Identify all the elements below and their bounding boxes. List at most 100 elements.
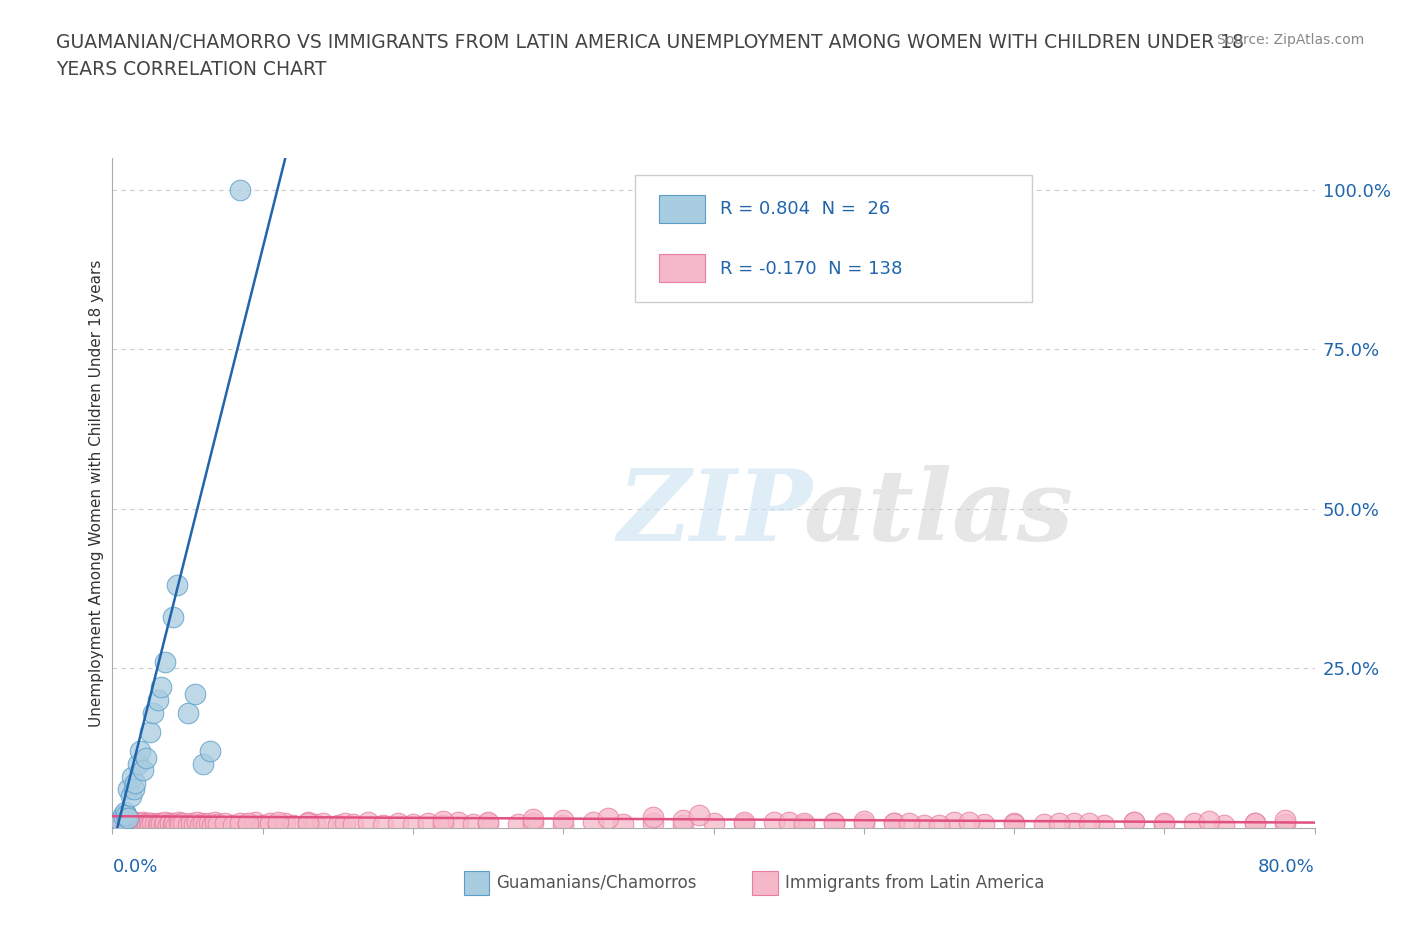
Point xyxy=(117,817,139,832)
Point xyxy=(477,815,499,830)
Point xyxy=(129,816,152,830)
Point xyxy=(236,817,259,831)
Point xyxy=(508,817,530,831)
Point xyxy=(121,769,143,784)
Point xyxy=(172,816,194,830)
Point xyxy=(335,816,357,830)
Point xyxy=(733,817,755,831)
Point xyxy=(183,817,205,831)
Point xyxy=(1092,817,1115,832)
Text: YEARS CORRELATION CHART: YEARS CORRELATION CHART xyxy=(56,60,326,79)
Point xyxy=(131,763,153,777)
Text: Immigrants from Latin America: Immigrants from Latin America xyxy=(785,873,1043,892)
Point xyxy=(1274,813,1296,828)
Point xyxy=(122,782,145,797)
Point xyxy=(342,817,364,831)
Point xyxy=(312,816,335,830)
Point xyxy=(162,610,184,625)
Point xyxy=(117,816,139,830)
Point xyxy=(461,817,484,831)
Point xyxy=(165,817,187,832)
Point xyxy=(297,815,319,830)
Point xyxy=(643,816,665,830)
Bar xyxy=(659,195,706,223)
Point xyxy=(267,817,290,831)
Point xyxy=(281,817,304,832)
Point xyxy=(128,817,150,832)
Point xyxy=(612,817,634,831)
Point xyxy=(274,816,297,830)
Point xyxy=(643,809,665,824)
Point xyxy=(128,744,150,759)
Point xyxy=(229,816,252,830)
Point xyxy=(1002,817,1025,831)
Point xyxy=(371,817,394,832)
Point xyxy=(733,815,755,830)
Point xyxy=(304,817,326,831)
Point xyxy=(110,816,132,830)
Point xyxy=(197,816,219,830)
Point xyxy=(793,817,815,832)
Point xyxy=(127,816,149,830)
Point xyxy=(1123,815,1146,830)
Text: Guamanians/Chamorros: Guamanians/Chamorros xyxy=(496,873,697,892)
Point xyxy=(153,815,176,830)
Point xyxy=(928,817,950,832)
Point xyxy=(793,816,815,830)
Point xyxy=(1033,817,1056,831)
Point xyxy=(186,815,208,830)
Point xyxy=(522,816,544,830)
Point xyxy=(141,816,163,830)
Point xyxy=(111,816,134,830)
Point xyxy=(778,815,800,830)
Point xyxy=(108,817,131,831)
Point xyxy=(477,816,499,830)
Point xyxy=(852,814,875,829)
Point xyxy=(852,817,875,831)
Point xyxy=(108,816,131,830)
Point xyxy=(1198,814,1220,829)
FancyBboxPatch shape xyxy=(636,175,1032,302)
Point xyxy=(115,816,138,830)
Point xyxy=(598,811,620,826)
Point xyxy=(522,812,544,827)
Point xyxy=(132,817,155,832)
Text: ZIP: ZIP xyxy=(617,465,813,561)
Point xyxy=(957,815,980,830)
Point xyxy=(416,816,439,830)
Point xyxy=(176,706,198,721)
Point xyxy=(125,817,148,832)
Point xyxy=(883,816,905,830)
Point xyxy=(169,817,191,831)
Point xyxy=(1274,817,1296,831)
Point xyxy=(222,817,245,832)
Point xyxy=(149,680,172,695)
Point xyxy=(194,817,217,831)
Text: Source: ZipAtlas.com: Source: ZipAtlas.com xyxy=(1216,33,1364,46)
Point xyxy=(973,817,995,831)
Point xyxy=(188,817,211,832)
Point xyxy=(207,817,229,831)
Point xyxy=(387,816,409,830)
Point xyxy=(114,804,136,819)
Point xyxy=(1184,816,1206,830)
Text: 0.0%: 0.0% xyxy=(112,857,157,876)
Point xyxy=(114,814,136,829)
Point xyxy=(118,815,141,830)
Point xyxy=(143,817,166,831)
Point xyxy=(688,807,710,822)
Point xyxy=(159,816,181,830)
Point xyxy=(111,817,134,831)
Point xyxy=(191,756,214,771)
Point xyxy=(146,817,169,832)
Point xyxy=(252,817,274,832)
Point xyxy=(198,744,221,759)
Point xyxy=(162,817,184,831)
Point xyxy=(201,817,224,832)
Point xyxy=(214,816,236,830)
Point xyxy=(823,816,845,830)
Point xyxy=(157,817,180,832)
Point xyxy=(1153,816,1175,830)
Point xyxy=(180,816,202,830)
Point xyxy=(136,817,159,831)
